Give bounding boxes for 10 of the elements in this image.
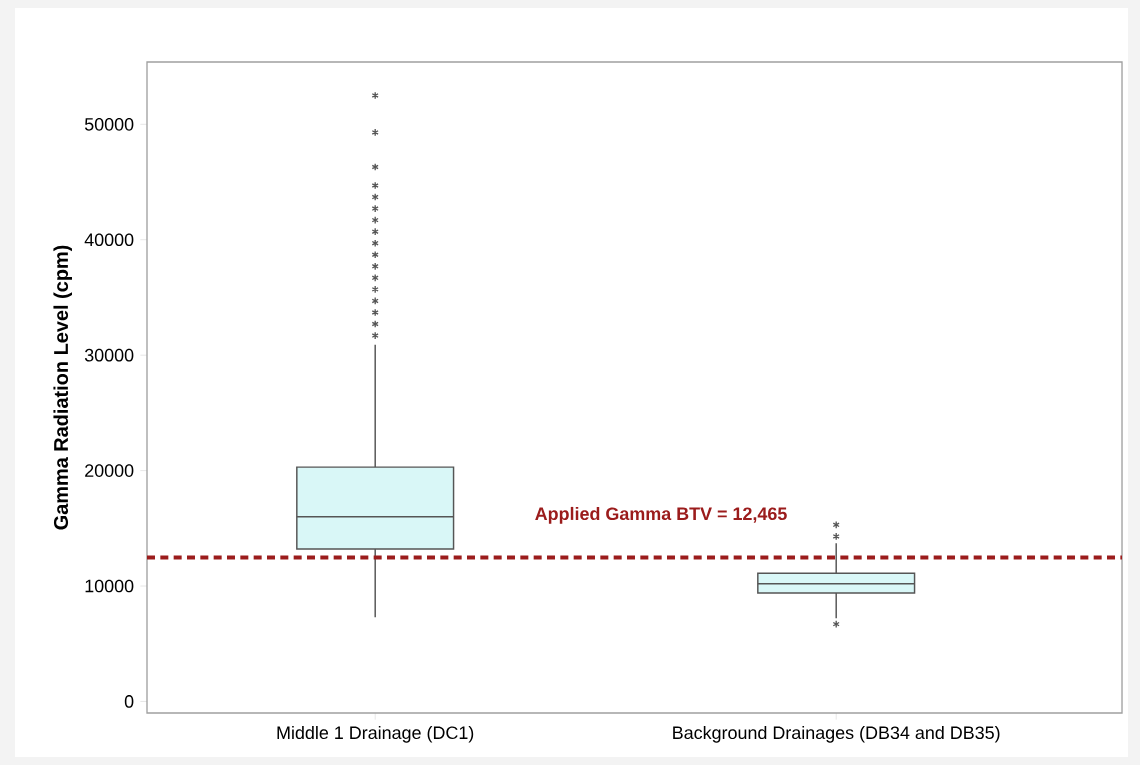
y-tick-label: 20000 bbox=[85, 464, 134, 477]
y-tick-label: 50000 bbox=[84, 117, 134, 131]
y-tick-label: 10000 bbox=[85, 579, 134, 593]
y-tick-label: 40000 bbox=[84, 233, 134, 247]
y-tick-label: 0 bbox=[124, 695, 134, 708]
x-tick-label: Middle 1 Drainage (DC1) bbox=[277, 725, 474, 743]
y-tick-label: 30000 bbox=[84, 348, 134, 362]
ref-line-label: Applied Gamma BTV = 12,465 bbox=[535, 506, 787, 524]
x-tick-label: Background Drainages (DB34 and DB35) bbox=[673, 725, 1000, 743]
y-axis-title: Gamma Radiation Level (cpm) bbox=[53, 245, 72, 530]
